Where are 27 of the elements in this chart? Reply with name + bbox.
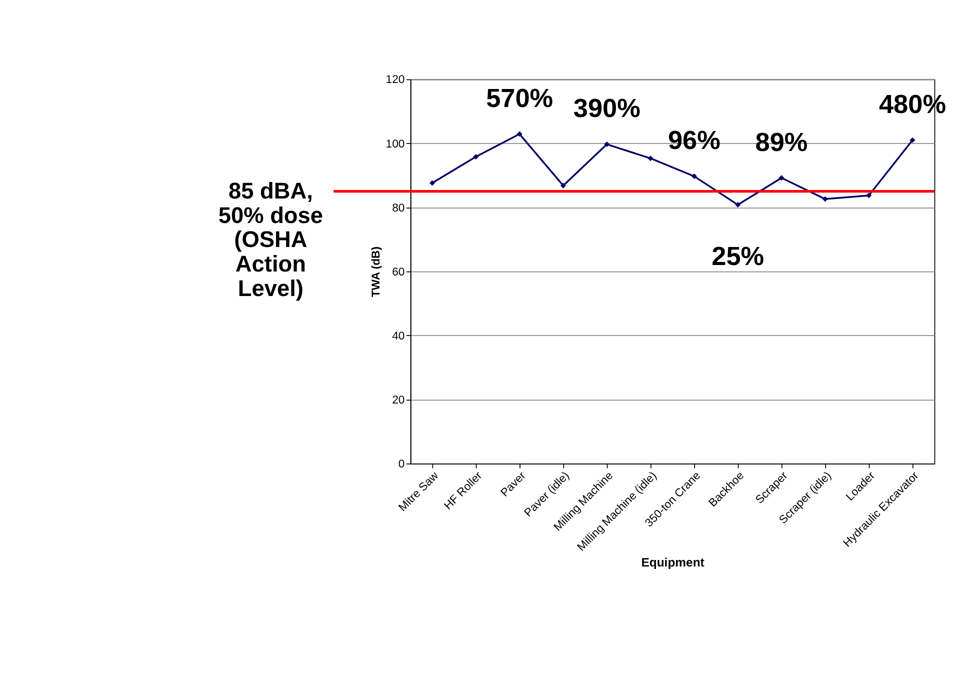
point	[560, 182, 566, 188]
annotation: 390%	[573, 93, 640, 124]
point	[691, 174, 697, 180]
y-tick-label: 100	[386, 138, 405, 150]
point	[866, 192, 872, 198]
point	[778, 175, 784, 181]
ref-line-label: 85 dBA, 50% dose (OSHA Action Level)	[218, 177, 324, 302]
point	[822, 196, 828, 202]
point	[910, 137, 916, 143]
point	[516, 131, 522, 137]
y-axis-title: TWA (dB)	[370, 246, 383, 298]
annotation: 89%	[755, 126, 808, 157]
y-tick-label: 120	[386, 74, 405, 86]
y-tick-label: 20	[392, 394, 405, 406]
annotation: 25%	[712, 241, 764, 272]
y-tick-label: 80	[392, 202, 405, 214]
y-tick-label: 0	[398, 458, 405, 470]
point	[604, 142, 610, 148]
point	[648, 156, 654, 162]
point	[735, 202, 741, 208]
annotation: 570%	[486, 82, 554, 113]
y-tick-label: 40	[392, 330, 405, 342]
annotation: 96%	[668, 125, 720, 156]
point	[429, 180, 435, 186]
x-axis-title: Equipment	[641, 556, 704, 570]
point	[473, 154, 479, 160]
y-tick-label: 60	[392, 266, 405, 278]
